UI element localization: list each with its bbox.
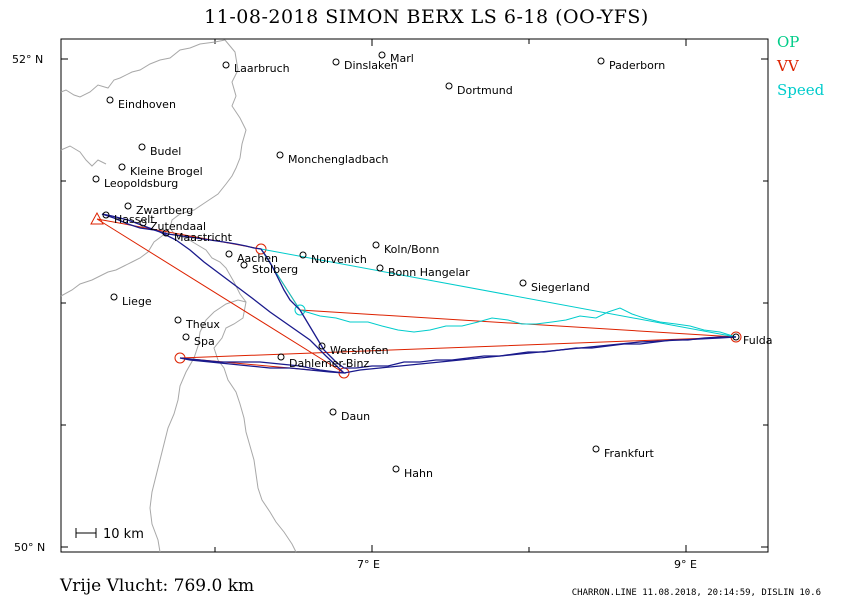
- place-label: Norvenich: [311, 253, 367, 266]
- legend-vv: VV: [777, 57, 799, 75]
- country-borders: [60, 39, 297, 553]
- place-label: Koln/Bonn: [384, 243, 439, 256]
- places: Marl Laarbruch Dinslaken Paderborn Eindh…: [92, 51, 772, 480]
- place-label: Marl: [390, 52, 414, 65]
- place-label: Dinslaken: [344, 59, 398, 72]
- axis-ticks: [61, 39, 768, 552]
- lat-52-label: 52° N: [12, 53, 43, 66]
- place-label: Spa: [194, 335, 215, 348]
- place-label: Budel: [150, 145, 181, 158]
- place-label: Aachen: [237, 252, 278, 265]
- place-label: Zwartberg: [136, 204, 193, 217]
- lon-7-label: 7° E: [357, 558, 380, 571]
- place-label: Maastricht: [174, 231, 233, 244]
- place-label: Wershofen: [330, 344, 389, 357]
- place-label: Paderborn: [609, 59, 665, 72]
- map-title: 11-08-2018 SIMON BERX LS 6-18 (OO-YFS): [204, 6, 649, 28]
- legend-speed: Speed: [777, 81, 825, 99]
- place-label: Kleine Brogel: [130, 165, 203, 178]
- place-label: Monchengladbach: [288, 153, 388, 166]
- footer-info: CHARRON.LINE 11.08.2018, 20:14:59, DISLI…: [571, 588, 821, 598]
- lat-50-label: 50° N: [14, 541, 45, 554]
- place-label: Hahn: [404, 467, 433, 480]
- scale-label: 10 km: [103, 527, 144, 542]
- place-label: Fulda: [743, 334, 772, 347]
- place-label: Daun: [341, 410, 370, 423]
- place-label: Frankfurt: [604, 447, 654, 460]
- place-label: Dahlemer-Binz: [289, 357, 369, 370]
- lon-9-label: 9° E: [674, 558, 697, 571]
- place-label: Eindhoven: [118, 98, 176, 111]
- place-label: Theux: [185, 318, 220, 331]
- place-label: Leopoldsburg: [104, 177, 178, 190]
- place-label: Siegerland: [531, 281, 590, 294]
- place-label: Dortmund: [457, 84, 513, 97]
- flight-track: [101, 213, 737, 374]
- place-label: Laarbruch: [234, 62, 290, 75]
- scale-bar: [75, 528, 97, 538]
- place-label: Stolberg: [252, 263, 298, 276]
- place-label: Liege: [122, 295, 152, 308]
- place-label: Bonn Hangelar: [388, 266, 470, 279]
- legend-op: OP: [777, 33, 800, 51]
- place-label: Zutendaal: [150, 220, 206, 233]
- place-label: Hasselt: [114, 213, 155, 226]
- free-flight-distance: Vrije Vlucht: 769.0 km: [60, 576, 255, 596]
